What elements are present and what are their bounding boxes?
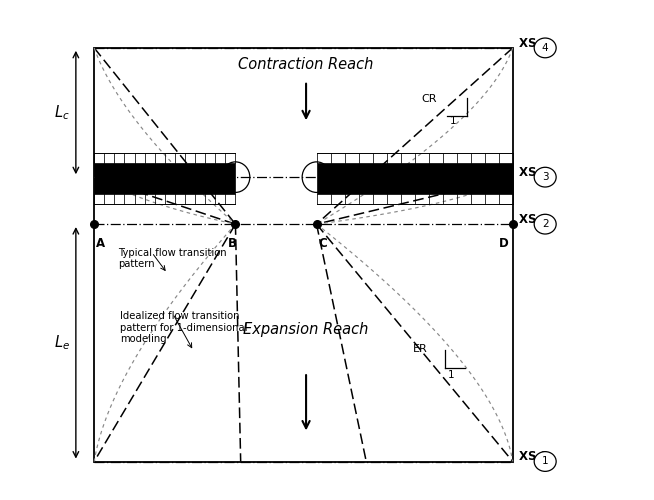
Text: ER: ER — [413, 344, 428, 353]
Text: XS 4: XS 4 — [519, 36, 549, 50]
Text: 3: 3 — [542, 172, 549, 182]
Text: C: C — [318, 238, 327, 250]
Circle shape — [534, 452, 556, 471]
Text: 1: 1 — [542, 456, 549, 466]
Text: Typical flow transition
pattern: Typical flow transition pattern — [118, 248, 226, 269]
Text: Idealized flow transition
pattern for 1-dimensional
modeling: Idealized flow transition pattern for 1-… — [120, 311, 248, 344]
Text: B: B — [228, 238, 237, 250]
Text: $L_c$: $L_c$ — [54, 103, 69, 122]
Circle shape — [534, 168, 556, 187]
Text: Expansion Reach: Expansion Reach — [243, 322, 369, 338]
Text: 4: 4 — [542, 43, 549, 53]
Text: XS 1: XS 1 — [519, 450, 549, 464]
Polygon shape — [317, 163, 513, 194]
Text: CR: CR — [421, 94, 437, 104]
Text: $L_e$: $L_e$ — [54, 334, 69, 352]
Circle shape — [534, 38, 556, 58]
Polygon shape — [94, 163, 235, 194]
Text: 2: 2 — [542, 219, 549, 229]
Text: D: D — [498, 238, 508, 250]
Text: 1: 1 — [447, 370, 454, 380]
Text: 1: 1 — [450, 116, 456, 126]
Circle shape — [534, 214, 556, 234]
Text: XS 2: XS 2 — [519, 213, 549, 226]
Text: Contraction Reach: Contraction Reach — [239, 57, 373, 72]
Text: XS 3: XS 3 — [519, 166, 549, 179]
Text: A: A — [96, 238, 105, 250]
